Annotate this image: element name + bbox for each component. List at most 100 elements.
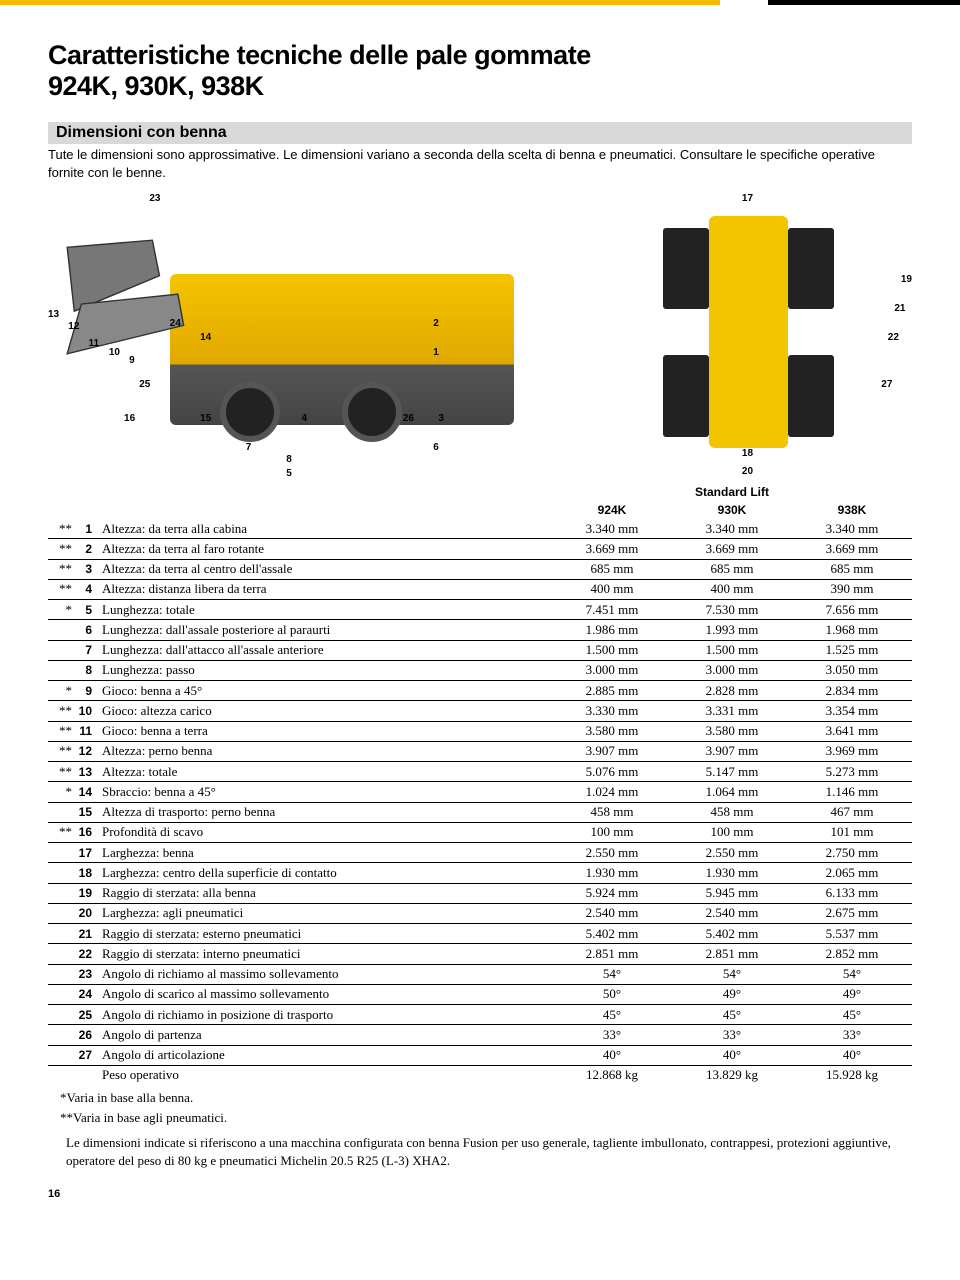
table-row: 15Altezza di trasporto: perno benna458 m… xyxy=(48,802,912,822)
footnote-1: *Varia in base alla benna. xyxy=(66,1089,912,1107)
table-row: **4Altezza: distanza libera da terra400 … xyxy=(48,579,912,599)
table-row: 23Angolo di richiamo al massimo sollevam… xyxy=(48,964,912,984)
row-val-2: 3.340 mm xyxy=(792,519,912,539)
weight-row: Peso operativo12.868 kg13.829 kg15.928 k… xyxy=(48,1065,912,1085)
row-val-0: 2.540 mm xyxy=(552,903,672,923)
row-desc: Angolo di scarico al massimo sollevament… xyxy=(98,984,552,1004)
row-val-1: 3.907 mm xyxy=(672,741,792,761)
row-desc: Altezza: totale xyxy=(98,762,552,782)
row-val-2: 54° xyxy=(792,964,912,984)
row-mark: ** xyxy=(48,721,74,741)
row-val-1: 45° xyxy=(672,1005,792,1025)
row-desc: Gioco: benna a terra xyxy=(98,721,552,741)
row-val-1: 7.530 mm xyxy=(672,600,792,620)
row-val-1: 3.331 mm xyxy=(672,701,792,721)
weight-0: 12.868 kg xyxy=(552,1065,672,1085)
header-rule xyxy=(0,0,960,5)
row-mark: ** xyxy=(48,579,74,599)
row-val-1: 5.945 mm xyxy=(672,883,792,903)
row-mark xyxy=(48,903,74,923)
weight-desc: Peso operativo xyxy=(98,1065,552,1085)
row-desc: Altezza: distanza libera da terra xyxy=(98,579,552,599)
row-val-2: 3.969 mm xyxy=(792,741,912,761)
row-num: 15 xyxy=(74,802,98,822)
row-val-2: 101 mm xyxy=(792,822,912,842)
section-heading-bar: Dimensioni con benna xyxy=(48,122,912,144)
row-val-1: 40° xyxy=(672,1045,792,1065)
row-desc: Larghezza: benna xyxy=(98,843,552,863)
row-val-2: 2.750 mm xyxy=(792,843,912,863)
row-mark: ** xyxy=(48,741,74,761)
row-val-1: 54° xyxy=(672,964,792,984)
row-mark: ** xyxy=(48,559,74,579)
dim-24: 24 xyxy=(170,318,181,329)
row-val-1: 685 mm xyxy=(672,559,792,579)
top-view: 17 19 21 22 27 18 20 xyxy=(585,187,912,477)
row-val-2: 40° xyxy=(792,1045,912,1065)
dim-1: 1 xyxy=(433,347,439,358)
table-row: 21Raggio di sterzata: esterno pneumatici… xyxy=(48,924,912,944)
table-row: 26Angolo di partenza33°33°33° xyxy=(48,1025,912,1045)
row-desc: Raggio di sterzata: esterno pneumatici xyxy=(98,924,552,944)
table-row: 8Lunghezza: passo3.000 mm3.000 mm3.050 m… xyxy=(48,660,912,680)
dim-14: 14 xyxy=(200,332,211,343)
dim-21: 21 xyxy=(894,303,905,314)
dim-4: 4 xyxy=(301,413,307,424)
row-val-1: 5.402 mm xyxy=(672,924,792,944)
page-title: Caratteristiche tecniche delle pale gomm… xyxy=(48,40,912,102)
row-val-0: 1.500 mm xyxy=(552,640,672,660)
table-row: 24Angolo di scarico al massimo sollevame… xyxy=(48,984,912,1004)
row-val-2: 1.146 mm xyxy=(792,782,912,802)
row-mark xyxy=(48,660,74,680)
dim-9: 9 xyxy=(129,355,135,366)
row-num: 13 xyxy=(74,762,98,782)
row-val-1: 100 mm xyxy=(672,822,792,842)
dim-13: 13 xyxy=(48,309,59,320)
row-val-0: 458 mm xyxy=(552,802,672,822)
row-num: 23 xyxy=(74,964,98,984)
table-row: 7Lunghezza: dall'attacco all'assale ante… xyxy=(48,640,912,660)
dim-23: 23 xyxy=(149,193,160,204)
row-val-0: 40° xyxy=(552,1045,672,1065)
dim-26: 26 xyxy=(403,413,414,424)
row-val-1: 3.000 mm xyxy=(672,660,792,680)
dim-20: 20 xyxy=(742,466,753,477)
row-val-2: 7.656 mm xyxy=(792,600,912,620)
col-924k: 924K xyxy=(552,501,672,519)
row-desc: Altezza: da terra al centro dell'assale xyxy=(98,559,552,579)
row-val-1: 2.540 mm xyxy=(672,903,792,923)
row-desc: Larghezza: centro della superficie di co… xyxy=(98,863,552,883)
row-val-2: 685 mm xyxy=(792,559,912,579)
row-val-0: 7.451 mm xyxy=(552,600,672,620)
dim-6: 6 xyxy=(433,442,439,453)
row-val-0: 400 mm xyxy=(552,579,672,599)
dim-25: 25 xyxy=(139,379,150,390)
row-num: 4 xyxy=(74,579,98,599)
row-val-2: 49° xyxy=(792,984,912,1004)
row-val-1: 1.993 mm xyxy=(672,620,792,640)
table-row: **3Altezza: da terra al centro dell'assa… xyxy=(48,559,912,579)
row-num: 22 xyxy=(74,944,98,964)
row-mark xyxy=(48,1045,74,1065)
row-val-0: 54° xyxy=(552,964,672,984)
table-row: **13Altezza: totale5.076 mm5.147 mm5.273… xyxy=(48,762,912,782)
row-val-2: 2.065 mm xyxy=(792,863,912,883)
row-desc: Angolo di partenza xyxy=(98,1025,552,1045)
row-val-2: 1.525 mm xyxy=(792,640,912,660)
row-val-0: 100 mm xyxy=(552,822,672,842)
row-desc: Sbraccio: benna a 45° xyxy=(98,782,552,802)
row-val-0: 3.669 mm xyxy=(552,539,672,559)
row-val-0: 2.885 mm xyxy=(552,681,672,701)
row-val-2: 2.834 mm xyxy=(792,681,912,701)
row-mark xyxy=(48,1025,74,1045)
col-930k: 930K xyxy=(672,501,792,519)
row-val-2: 3.641 mm xyxy=(792,721,912,741)
row-num: 27 xyxy=(74,1045,98,1065)
dim-10: 10 xyxy=(109,347,120,358)
dim-2: 2 xyxy=(433,318,439,329)
row-mark: ** xyxy=(48,822,74,842)
row-desc: Lunghezza: dall'assale posteriore al par… xyxy=(98,620,552,640)
row-mark xyxy=(48,924,74,944)
footnote-2: **Varia in base agli pneumatici. xyxy=(66,1109,912,1127)
row-val-2: 467 mm xyxy=(792,802,912,822)
